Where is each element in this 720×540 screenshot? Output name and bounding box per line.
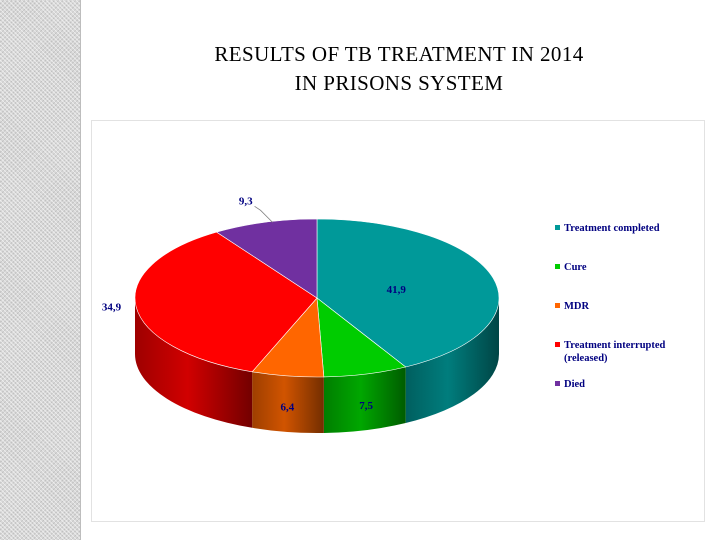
decorative-side-strip	[0, 0, 81, 540]
pie-slice-died	[216, 218, 318, 299]
pie-side-mdr	[252, 371, 324, 433]
pie-slice-treatment-interrupted-released	[134, 231, 318, 373]
pie-side-treatment-interrupted-released	[135, 298, 253, 428]
title-line-1: RESULTS OF TB TREATMENT IN 2014	[214, 42, 584, 66]
pie-slice-treatment-completed	[316, 218, 500, 368]
data-label-died: 9,3	[239, 195, 253, 207]
legend-swatch-treatment-completed	[555, 225, 560, 230]
leader-line-died	[254, 206, 273, 223]
legend-label-died: Died	[564, 379, 585, 390]
legend-swatch-mdr	[555, 303, 560, 308]
pie-sides	[135, 298, 499, 433]
data-label-treatment-interrupted-released: 34,9	[102, 302, 122, 314]
data-label-cure: 7,5	[359, 400, 373, 412]
slide-title: RESULTS OF TB TREATMENT IN 2014 IN PRISO…	[90, 40, 708, 98]
legend-item-treatment-completed: Treatment completed	[555, 223, 660, 234]
pie-tops	[134, 218, 500, 378]
legend-label-treatment-completed: Treatment completed	[564, 223, 660, 234]
legend-item-cure: Cure	[555, 262, 587, 273]
legend-label-mdr: MDR	[564, 301, 589, 312]
legend-swatch-treatment-interrupted-released	[555, 342, 560, 347]
title-line-2: IN PRISONS SYSTEM	[294, 71, 504, 95]
legend-label-treatment-interrupted-released-line-2: (released)	[564, 353, 608, 364]
pie-side-cure	[323, 366, 406, 433]
legend-label-cure: Cure	[564, 262, 587, 273]
pie-leader-lines	[254, 206, 273, 223]
data-label-mdr: 6,4	[281, 402, 295, 414]
pie-data-labels: 41,9 7,5 6,4 34,9 9,3	[102, 195, 407, 413]
legend-item-mdr: MDR	[555, 301, 589, 312]
pie-side-treatment-completed	[405, 298, 499, 423]
legend-swatch-died	[555, 381, 560, 386]
data-label-treatment-completed: 41,9	[387, 284, 407, 296]
legend-label-treatment-interrupted-released: Treatment interrupted	[564, 340, 666, 351]
legend-swatch-cure	[555, 264, 560, 269]
legend-item-treatment-interrupted-released: Treatment interrupted (released)	[555, 340, 666, 364]
chart-legend: Treatment completed Cure MDR Treatment inte…	[555, 223, 666, 390]
legend-item-died: Died	[555, 379, 585, 390]
